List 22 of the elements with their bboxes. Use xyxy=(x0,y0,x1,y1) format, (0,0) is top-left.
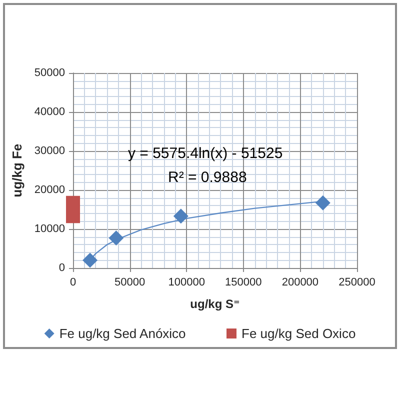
annotation: R² = 0.9888 xyxy=(168,169,247,186)
y-tick-label: 40000 xyxy=(34,106,65,118)
legend-label: Fe ug/kg Sed Oxico xyxy=(242,326,356,341)
x-tick-label: 250000 xyxy=(338,276,376,288)
point xyxy=(315,195,330,210)
y-tick-label: 20000 xyxy=(34,184,65,196)
y-tick-label: 50000 xyxy=(34,67,65,79)
annotation: y = 5575.4ln(x) - 51525 xyxy=(128,145,283,162)
x-tick-label: 50000 xyxy=(114,276,146,288)
point xyxy=(108,230,124,246)
x-axis-title: ug/kg S⁼ xyxy=(190,297,240,311)
x-tick-label: 0 xyxy=(70,276,76,288)
y-tick-label: 10000 xyxy=(34,223,65,235)
x-tick-label: 200000 xyxy=(282,276,319,288)
x-tick-label: 100000 xyxy=(168,276,205,288)
point xyxy=(173,208,188,224)
y-tick-label: 0 xyxy=(58,262,65,274)
y-tick-label: 30000 xyxy=(34,145,65,157)
x-tick-label: 150000 xyxy=(225,276,262,288)
legend-label: Fe ug/kg Sed Anóxico xyxy=(59,326,186,341)
point xyxy=(82,252,98,268)
y-axis-title: ug/kg Fe xyxy=(10,144,25,198)
